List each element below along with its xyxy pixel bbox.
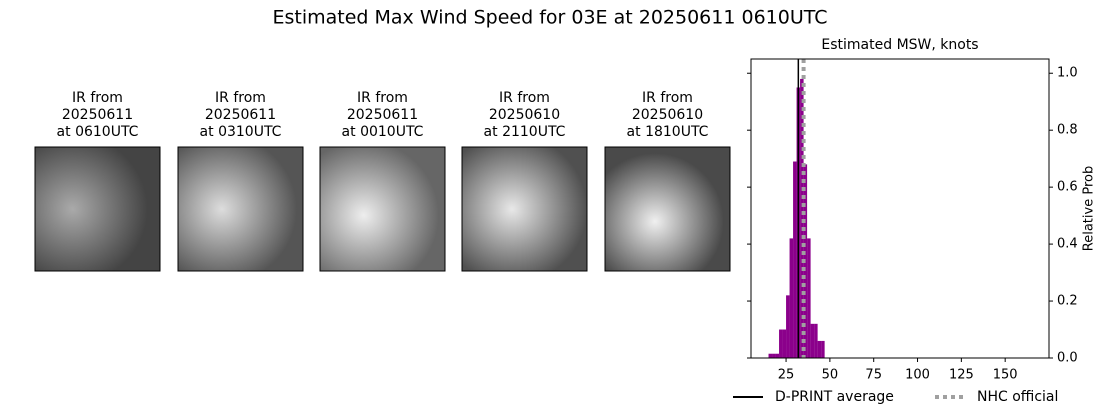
y-axis-label: Relative Prob (1082, 166, 1097, 251)
panel-caption: 20250611 (347, 107, 418, 123)
bar (793, 161, 797, 358)
ir-image (461, 146, 588, 272)
y-tick-label: 1.0 (1057, 66, 1078, 81)
x-tick-label: 25 (778, 368, 795, 383)
legend-label: D-PRINT average (775, 389, 894, 405)
bar (786, 295, 790, 358)
panel-caption: at 0010UTC (342, 124, 424, 140)
y-tick-label: 0.8 (1057, 123, 1078, 138)
y-tick-label: 0.0 (1057, 351, 1078, 366)
panel-caption: at 2110UTC (484, 124, 566, 140)
panel-caption: 20250611 (205, 107, 276, 123)
x-tick-label: 50 (822, 368, 839, 383)
panel-caption: 20250610 (632, 107, 703, 123)
x-tick-label: 125 (949, 368, 974, 383)
ir-images (34, 146, 731, 272)
panel-caption: at 1810UTC (627, 124, 709, 140)
ir-image (604, 146, 731, 272)
panel-caption: IR from (72, 90, 123, 106)
y-tick-label: 0.4 (1057, 237, 1078, 252)
x-tick-label: 75 (865, 368, 882, 383)
ir-image (177, 146, 304, 272)
bar (814, 323, 818, 358)
x-tick-label: 150 (993, 368, 1018, 383)
panel-caption: IR from (357, 90, 408, 106)
bar (782, 329, 787, 358)
ir-image (34, 146, 161, 272)
panel-caption: 20250611 (62, 107, 133, 123)
y-tick-label: 0.2 (1057, 294, 1078, 309)
bar (789, 238, 794, 358)
x-tick-label: 100 (905, 368, 930, 383)
y-tick-label: 0.6 (1057, 180, 1078, 195)
bar (821, 340, 825, 358)
figure-title: Estimated Max Wind Speed for 03E at 2025… (272, 7, 827, 29)
panel-caption: 20250610 (489, 107, 560, 123)
panel-caption: at 0610UTC (57, 124, 139, 140)
bar (772, 353, 776, 358)
plot-frame (750, 58, 1050, 359)
ir-image (319, 146, 446, 272)
bar (807, 238, 811, 358)
bar (817, 340, 822, 358)
bar (775, 353, 780, 358)
panel-caption: IR from (642, 90, 693, 106)
chart-title: Estimated MSW, knots (821, 37, 978, 53)
bar (779, 329, 783, 358)
panel-caption: IR from (499, 90, 550, 106)
legend-label: NHC official (977, 389, 1058, 405)
bar (810, 323, 815, 358)
panel-caption: IR from (215, 90, 266, 106)
bar (800, 78, 804, 358)
bar (768, 353, 773, 358)
panel-caption: at 0310UTC (200, 124, 282, 140)
